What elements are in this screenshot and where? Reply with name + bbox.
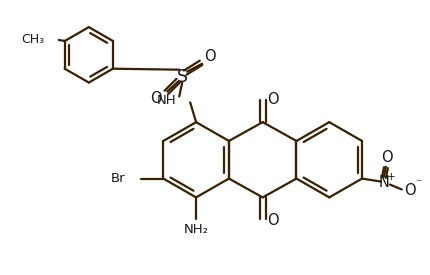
Text: O: O <box>404 183 415 198</box>
Text: O: O <box>267 92 279 107</box>
Text: N: N <box>378 175 389 190</box>
Text: O: O <box>204 49 216 64</box>
Text: S: S <box>177 68 188 86</box>
Text: O: O <box>150 91 162 106</box>
Text: Br: Br <box>111 172 126 185</box>
Text: +: + <box>387 172 395 182</box>
Text: CH₃: CH₃ <box>22 32 45 45</box>
Text: ⁻: ⁻ <box>415 177 422 190</box>
Text: NH: NH <box>157 94 176 107</box>
Text: O: O <box>381 150 393 165</box>
Text: O: O <box>267 213 279 228</box>
Text: NH₂: NH₂ <box>184 222 209 236</box>
